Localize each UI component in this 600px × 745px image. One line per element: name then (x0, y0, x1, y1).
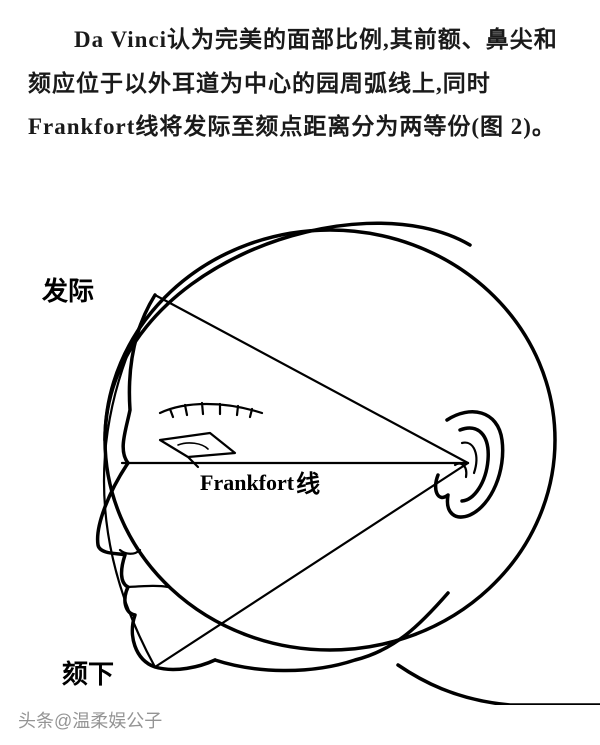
head-diagram: 发际 颏下 Frankfort线 (0, 205, 600, 705)
face-profile (98, 295, 215, 669)
paragraph-text: Da Vinci认为完美的面部比例,其前额、鼻尖和颏应位于以外耳道为中心的园周弧… (28, 27, 558, 139)
label-frankfort-cn: 线 (296, 471, 320, 498)
label-frankfort-en: Frankfort (200, 470, 295, 495)
mouth (128, 586, 168, 587)
label-chin: 颏下 (62, 660, 114, 689)
arc-forehead-nose-chin (104, 295, 155, 667)
eyebrow (160, 403, 262, 417)
ear-outline (436, 412, 503, 517)
label-frankfort: Frankfort线 (200, 470, 320, 498)
body-paragraph: Da Vinci认为完美的面部比例,其前额、鼻尖和颏应位于以外耳道为中心的园周弧… (0, 0, 600, 159)
ear-inner (462, 443, 476, 473)
watermark: 头条@温柔娱公子 (18, 707, 162, 733)
hair-arc (105, 223, 470, 440)
jaw-neck-line (215, 593, 600, 705)
line-ear-to-hairline (155, 295, 468, 463)
label-hairline: 发际 (41, 276, 94, 306)
diagram-svg: 发际 颏下 Frankfort线 (0, 205, 600, 705)
eye-inner (178, 443, 208, 449)
